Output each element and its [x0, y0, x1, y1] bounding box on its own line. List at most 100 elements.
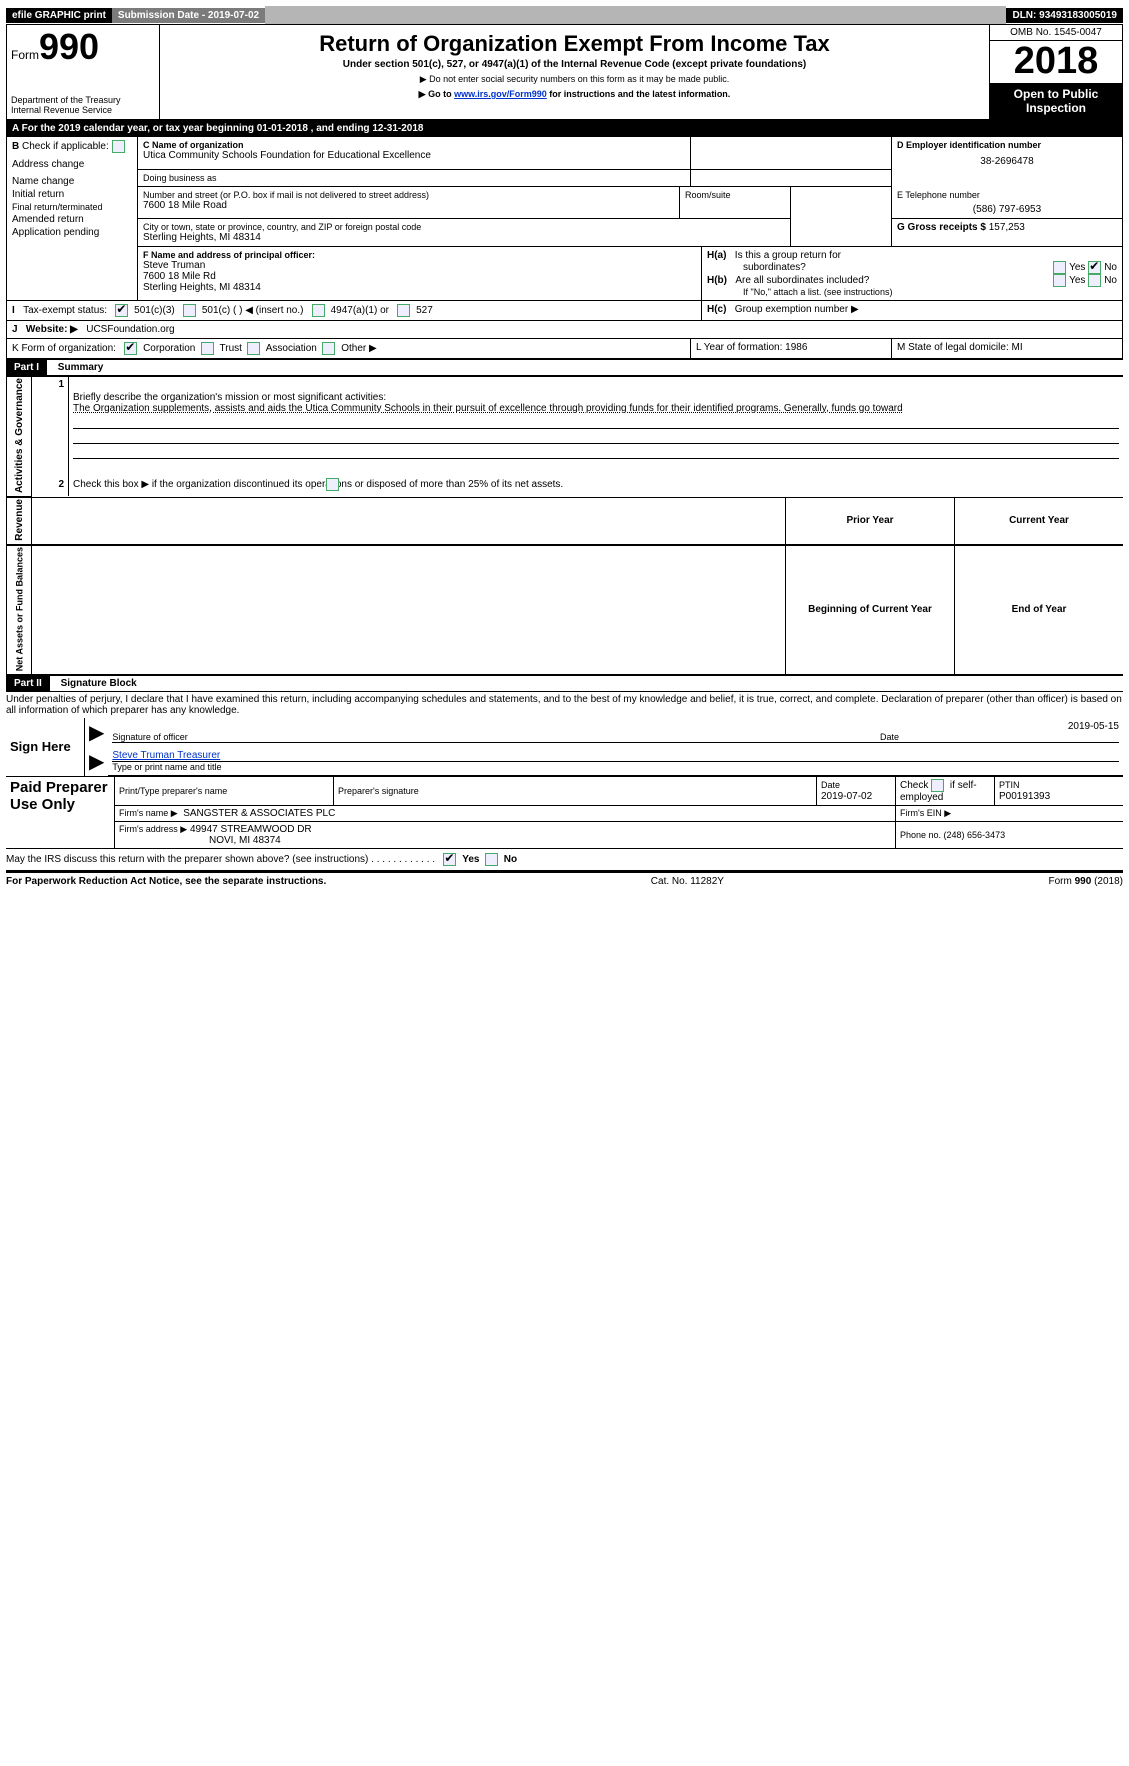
hb-note: If "No," attach a list. (see instruction…	[743, 287, 1117, 297]
cb-applicable[interactable]	[112, 140, 125, 153]
hb-yes[interactable]	[1053, 274, 1066, 287]
tax-year: 2018	[990, 41, 1122, 83]
officer-addr2: Sterling Heights, MI 48314	[143, 282, 696, 293]
527: 527	[416, 305, 433, 316]
cb-trust[interactable]	[201, 342, 214, 355]
perjury-text: Under penalties of perjury, I declare th…	[6, 692, 1123, 718]
q1a: Briefly describe the organization's miss…	[73, 392, 386, 403]
sign-here-block: Sign Here ▶ 2019-05-15 Signature of offi…	[6, 718, 1123, 777]
firm-name-label: Firm's name ▶	[119, 808, 178, 818]
cb-527[interactable]	[397, 304, 410, 317]
officer-addr1: 7600 18 Mile Rd	[143, 271, 696, 282]
type-name-label: Type or print name and title	[112, 762, 1119, 772]
ha-yes[interactable]	[1053, 261, 1066, 274]
gap3	[791, 187, 892, 219]
street-label: Number and street (or P.O. box if mail i…	[143, 190, 674, 200]
hb-no[interactable]	[1088, 274, 1101, 287]
f-label: F Name and address of principal officer:	[143, 250, 696, 260]
ha-text: Is this a group return for	[735, 250, 841, 261]
part1-title: Summary	[50, 362, 104, 373]
ha-no[interactable]	[1088, 261, 1101, 274]
form-header-box: Form990 Department of the Treasury Inter…	[6, 24, 1123, 120]
box-b: B Check if applicable: Address change Na…	[7, 137, 138, 247]
c-name-label: C Name of organization	[143, 140, 685, 150]
irs-line: Internal Revenue Service	[11, 105, 155, 115]
foot-center: Cat. No. 11282Y	[651, 876, 724, 887]
dba-label: Doing business as	[143, 173, 685, 183]
gross-receipts: 157,253	[989, 222, 1025, 233]
spacer	[265, 6, 1006, 24]
cb-other[interactable]	[322, 342, 335, 355]
subtitle-3: ▶ Go to www.irs.gov/Form990 for instruct…	[164, 89, 985, 100]
b-name-change: Name change	[12, 176, 132, 187]
part2-label: Part II	[6, 676, 50, 691]
prep-sig-label: Preparer's signature	[338, 786, 419, 796]
open-to-public: Open to Public Inspection	[990, 83, 1122, 119]
omb-number: OMB No. 1545-0047	[990, 25, 1122, 41]
hdr-boy: Beginning of Current Year	[786, 545, 955, 674]
e-label: E Telephone number	[897, 190, 1117, 200]
cb-corp[interactable]	[124, 342, 137, 355]
b-amend: Amended return	[12, 214, 132, 225]
k-other: Other ▶	[341, 343, 376, 354]
cb-discontinued[interactable]	[326, 478, 339, 491]
hc-label: H(c)	[707, 304, 726, 315]
501c3: 501(c)(3)	[134, 305, 175, 316]
b-final: Final return/terminated	[12, 202, 132, 212]
sig-name[interactable]: Steve Truman Treasurer	[112, 750, 220, 761]
subtitle-2: ▶ Do not enter social security numbers o…	[164, 74, 985, 85]
discuss-yes[interactable]	[443, 853, 456, 866]
footer: For Paperwork Reduction Act Notice, see …	[6, 871, 1123, 887]
part1-bar: Part I Summary	[6, 359, 1123, 376]
sig-name-line: Steve Truman Treasurer	[112, 750, 1119, 762]
city-label: City or town, state or province, country…	[143, 222, 785, 232]
cb-assoc[interactable]	[247, 342, 260, 355]
form-number: Form990	[11, 29, 155, 65]
firm-addr1: 49947 STREAMWOOD DR	[190, 824, 312, 835]
date-label: Date	[880, 732, 1119, 742]
gap2	[691, 170, 892, 187]
officer-name: Steve Truman	[143, 260, 696, 271]
yes2: Yes	[1069, 275, 1085, 286]
dept-treasury: Department of the Treasury	[11, 95, 155, 105]
check-self-label: Check	[900, 780, 928, 791]
j-letter: J	[12, 324, 18, 335]
foot-year: 2018	[1097, 876, 1119, 887]
firm-name: SANGSTER & ASSOCIATES PLC	[183, 808, 335, 819]
501c: 501(c) ( ) ◀ (insert no.)	[202, 305, 304, 316]
prep-date: 2019-07-02	[821, 791, 872, 802]
i-letter: I	[12, 305, 15, 316]
hdr-eoy: End of Year	[955, 545, 1124, 674]
irs-link[interactable]: www.irs.gov/Form990	[454, 89, 547, 99]
no1: No	[1104, 262, 1117, 273]
foot-right: Form 990 (2018)	[1049, 876, 1124, 887]
cb-4947[interactable]	[312, 304, 325, 317]
street-value: 7600 18 Mile Road	[143, 200, 674, 211]
part1-label: Part I	[6, 360, 47, 375]
m-text: M State of legal domicile: MI	[892, 339, 1122, 358]
room-label: Room/suite	[685, 190, 731, 200]
phone-value: (586) 797-6953	[897, 204, 1117, 215]
4947: 4947(a)(1) or	[331, 305, 389, 316]
foot-990: 990	[1075, 876, 1092, 887]
sub3-post: for instructions and the latest informat…	[547, 89, 731, 99]
cb-501c[interactable]	[183, 304, 196, 317]
cb-self-employed[interactable]	[931, 779, 944, 792]
sub3-pre: ▶ Go to	[419, 89, 454, 99]
table-netassets: Net Assets or Fund Balances Beginning of…	[6, 545, 1123, 675]
d-label: D Employer identification number	[897, 140, 1117, 150]
submission-date: Submission Date - 2019-07-02	[112, 8, 265, 23]
discuss-yes-label: Yes	[462, 854, 479, 865]
num-990: 990	[39, 26, 99, 67]
hb-label: H(b)	[707, 275, 727, 286]
cb-501c3[interactable]	[115, 304, 128, 317]
firm-ein-label: Firm's EIN ▶	[900, 808, 951, 818]
gap4	[791, 219, 892, 247]
no2: No	[1104, 275, 1117, 286]
discuss-no[interactable]	[485, 853, 498, 866]
hb-text: Are all subordinates included?	[735, 275, 869, 286]
foot-left: For Paperwork Reduction Act Notice, see …	[6, 876, 326, 887]
ptin-label: PTIN	[999, 780, 1020, 790]
j-text: Website: ▶	[26, 324, 78, 335]
hdr-current: Current Year	[955, 497, 1124, 544]
